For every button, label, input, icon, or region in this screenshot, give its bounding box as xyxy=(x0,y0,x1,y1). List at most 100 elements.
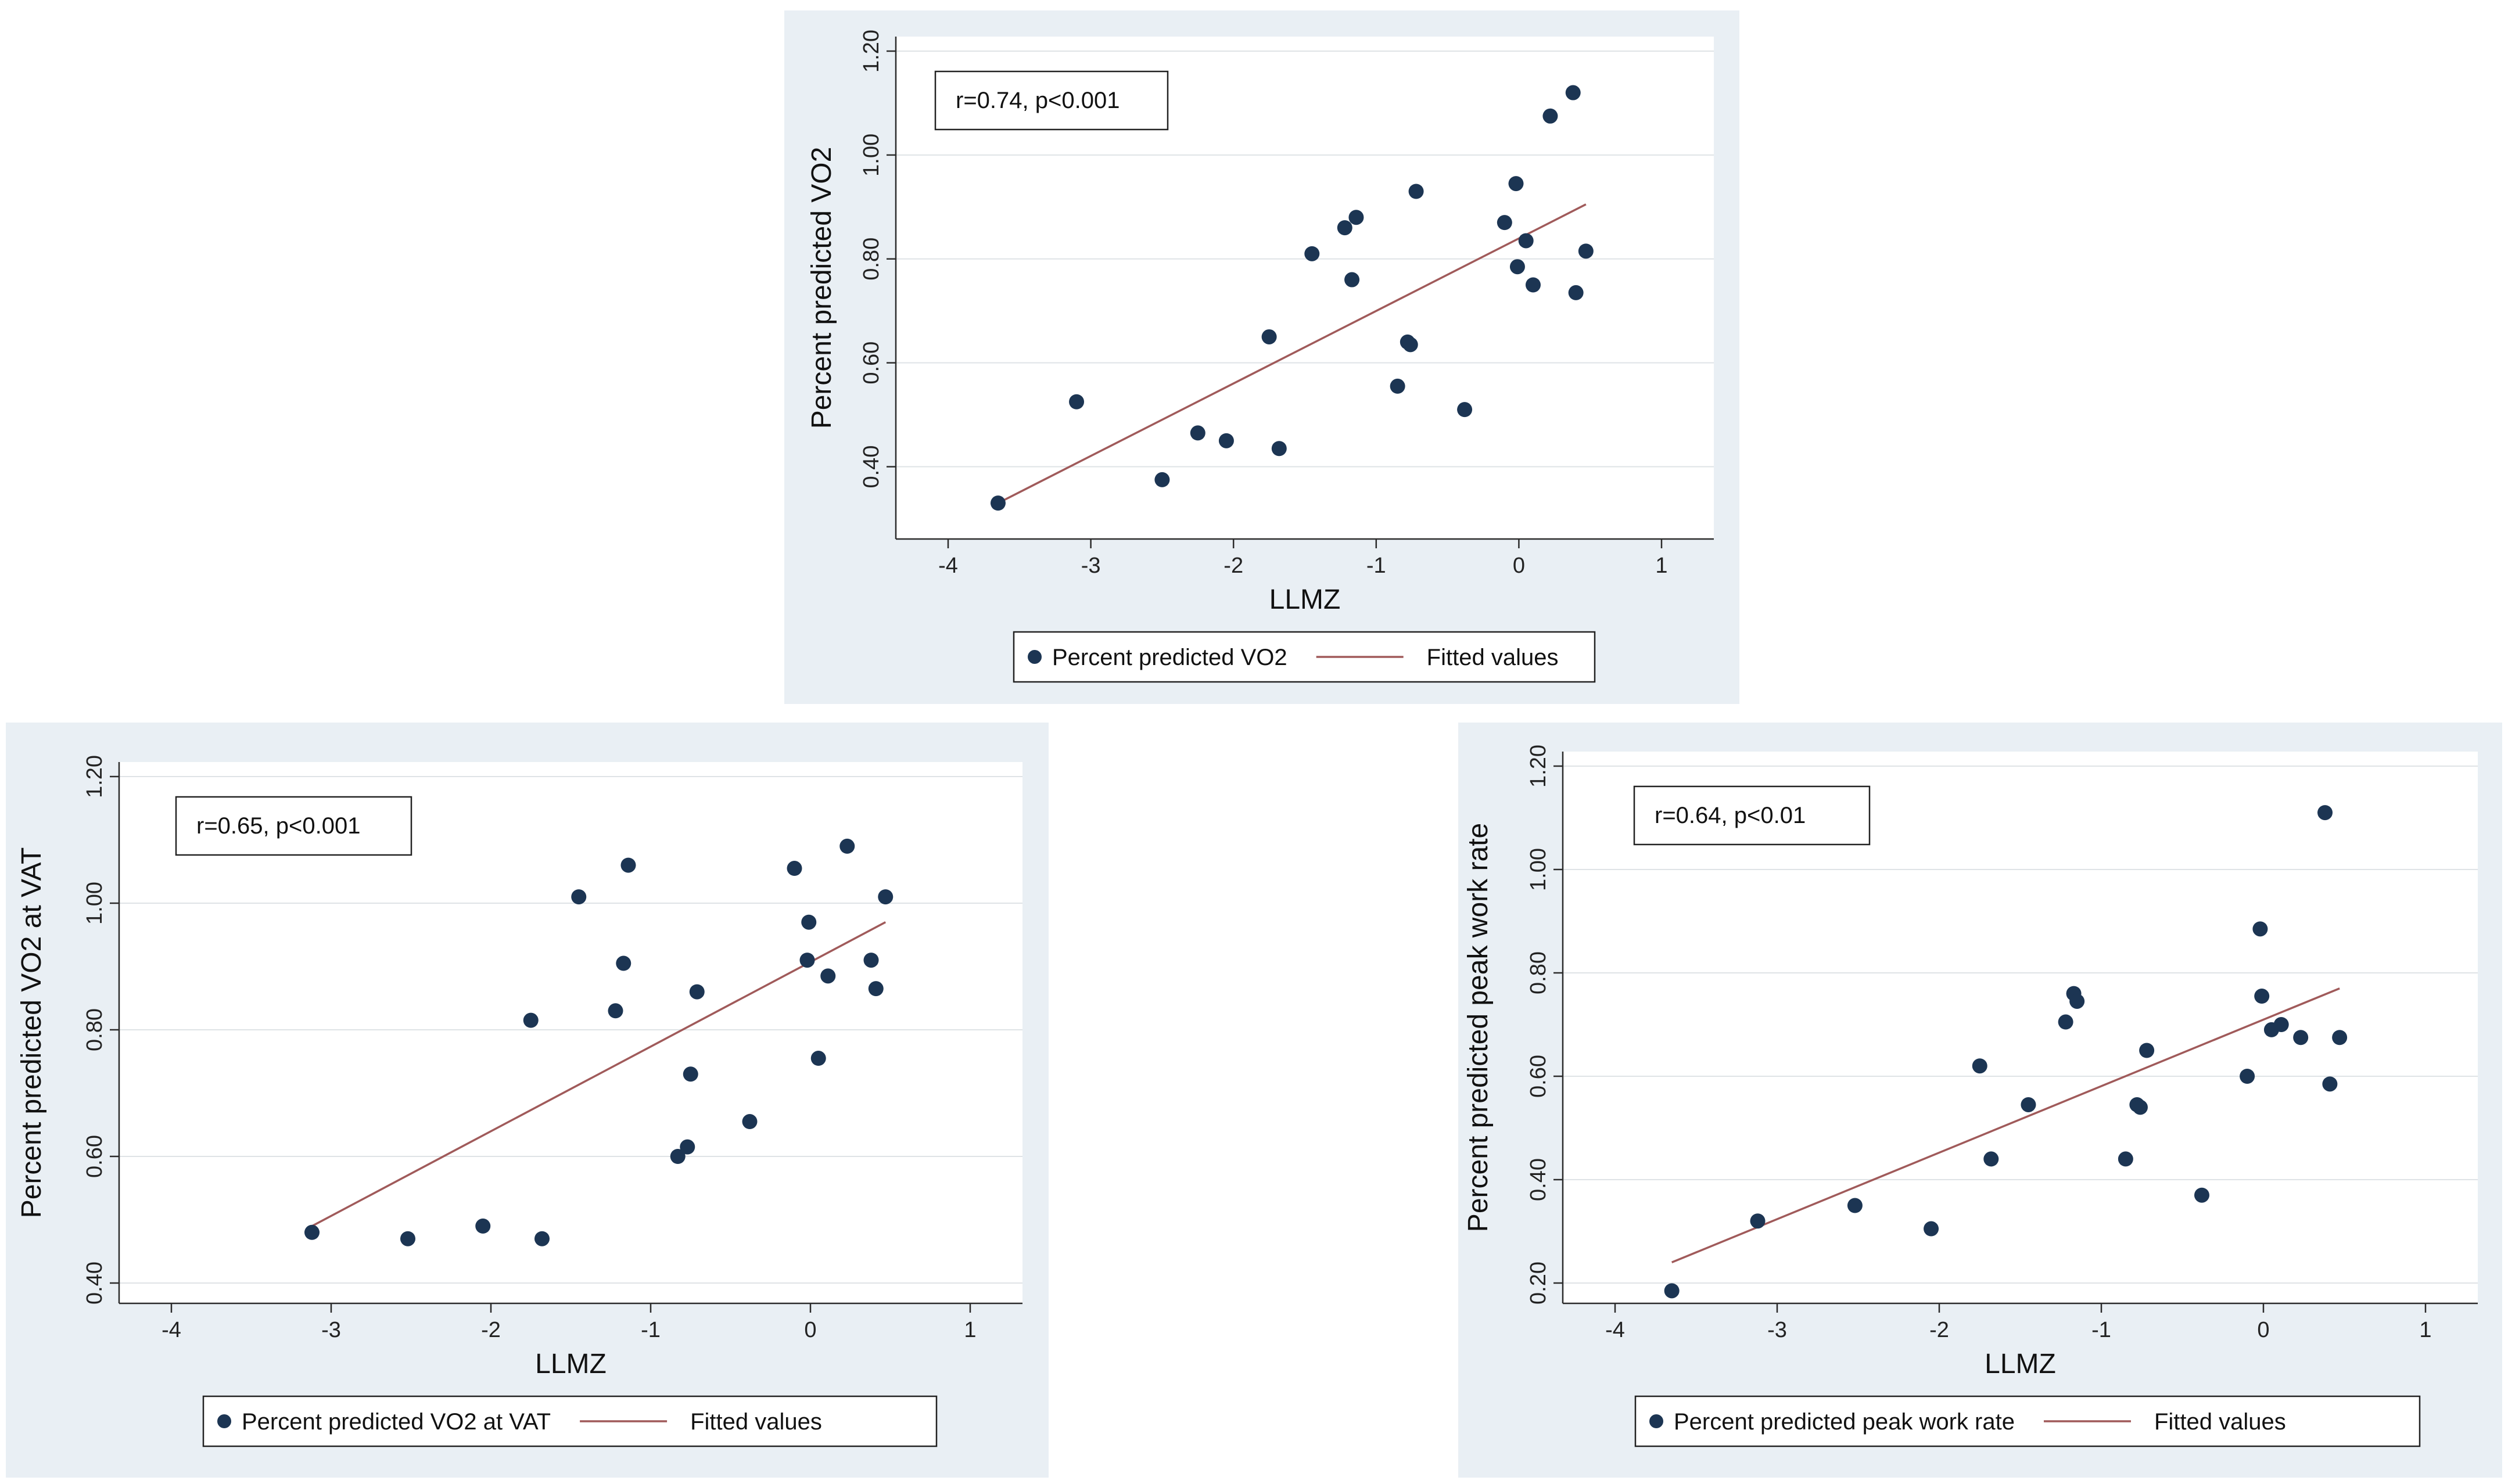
legend-label-points: Percent predicted peak work rate xyxy=(1674,1409,2015,1435)
data-point xyxy=(620,857,636,873)
data-point xyxy=(839,838,855,854)
y-tick-label: 1.00 xyxy=(1526,848,1551,891)
x-axis-title: LLMZ xyxy=(535,1349,607,1379)
data-point xyxy=(1348,210,1364,225)
x-tick-label: -1 xyxy=(1366,554,1386,578)
data-point xyxy=(1271,441,1287,457)
data-point xyxy=(1390,378,1405,394)
correlation-annotation: r=0.64, p<0.01 xyxy=(1655,803,1806,828)
y-tick-label: 1.20 xyxy=(1526,745,1551,788)
chart-panel-work: -4 -3 -2 -1 0 1 0.20 0.40 0.60 0.80 1.00 1.20 LLMZ Pe… xyxy=(1458,723,2502,1478)
correlation-annotation-box xyxy=(934,70,1169,131)
x-tick-label: -2 xyxy=(1929,1318,1949,1342)
y-tick-label: 1.00 xyxy=(82,882,107,925)
data-point xyxy=(2058,1014,2073,1030)
x-axis-title: LLMZ xyxy=(1269,584,1341,615)
data-point xyxy=(2273,1017,2289,1032)
data-point xyxy=(801,914,817,930)
data-point xyxy=(2254,989,2270,1004)
x-tick-label: 1 xyxy=(2419,1318,2431,1342)
legend-label-fitted: Fitted values xyxy=(690,1409,822,1435)
y-tick-label: 1.00 xyxy=(859,134,884,177)
y-tick-label: 0.80 xyxy=(859,238,884,281)
data-point xyxy=(1924,1221,1939,1237)
data-point xyxy=(2118,1151,2133,1167)
data-point xyxy=(2194,1187,2209,1203)
data-point xyxy=(1457,402,1473,418)
data-point xyxy=(1565,85,1581,100)
data-point xyxy=(1344,272,1360,288)
data-point xyxy=(1972,1058,1987,1074)
x-tick-label: -3 xyxy=(1081,554,1101,578)
x-tick-label: -2 xyxy=(481,1318,501,1342)
data-point xyxy=(670,1149,686,1164)
x-tick-label: -1 xyxy=(2091,1318,2111,1342)
data-point xyxy=(2317,805,2333,821)
data-point xyxy=(787,861,802,876)
y-tick-label: 0.60 xyxy=(82,1135,107,1178)
correlation-annotation: r=0.74, p<0.001 xyxy=(956,88,1120,113)
data-point xyxy=(1847,1198,1863,1213)
scatter-plot-vat: -4 -3 -2 -1 0 1 0.40 0.60 0.80 1.00 1.20 LLMZ Percen… xyxy=(16,755,1022,1447)
data-point xyxy=(1983,1151,1999,1167)
x-tick-label: 0 xyxy=(1513,554,1525,578)
data-point xyxy=(608,1003,623,1019)
y-tick-label: 0.60 xyxy=(1526,1055,1551,1098)
data-point xyxy=(742,1114,758,1130)
data-point xyxy=(1568,285,1584,300)
data-point xyxy=(689,984,705,1000)
data-point xyxy=(1218,433,1234,448)
scatter-plot-vo2: -4 -3 -2 -1 0 1 0.40 0.60 0.80 1.00 1.20 LLMZ Percen… xyxy=(806,30,1714,683)
data-point xyxy=(304,1224,320,1240)
y-tick-label: 0.60 xyxy=(859,342,884,385)
data-point xyxy=(2332,1030,2348,1045)
legend-box xyxy=(1634,1395,2421,1447)
chart-panel-vo2: -4 -3 -2 -1 0 1 0.40 0.60 0.80 1.00 1.20 LLMZ Percen… xyxy=(784,10,1739,704)
data-point xyxy=(868,981,884,997)
x-tick-label: 0 xyxy=(804,1318,816,1342)
data-point xyxy=(1154,472,1170,487)
y-tick-label: 0.80 xyxy=(1526,951,1551,994)
data-point xyxy=(2132,1099,2148,1115)
x-tick-label: -3 xyxy=(321,1318,341,1342)
data-point xyxy=(523,1012,539,1028)
x-tick-label: 1 xyxy=(1655,554,1667,578)
data-point xyxy=(534,1231,550,1246)
x-tick-label: 0 xyxy=(2257,1318,2269,1342)
data-point xyxy=(1508,176,1524,192)
data-point xyxy=(1304,246,1320,261)
x-tick-label: -3 xyxy=(1767,1318,1787,1342)
legend-label-fitted: Fitted values xyxy=(1427,645,1559,670)
data-point xyxy=(616,955,632,971)
legend-label-fitted: Fitted values xyxy=(2154,1409,2286,1435)
fitted-line xyxy=(311,921,887,1227)
y-tick-label: 0.40 xyxy=(859,445,884,488)
x-tick-label: -4 xyxy=(162,1318,181,1342)
data-point xyxy=(400,1231,415,1246)
y-tick-label: 0.40 xyxy=(82,1262,107,1305)
data-point xyxy=(1497,215,1512,231)
data-point xyxy=(1509,259,1525,275)
data-point xyxy=(680,1139,695,1155)
y-axis-title: Percent predicted VO2 xyxy=(806,147,837,429)
data-point xyxy=(1750,1213,1766,1229)
data-point xyxy=(1069,394,1085,409)
data-point xyxy=(2293,1030,2309,1045)
x-tick-label: -4 xyxy=(1605,1318,1625,1342)
data-point xyxy=(571,889,587,905)
x-tick-label: -2 xyxy=(1223,554,1243,578)
data-point xyxy=(820,968,836,984)
data-point xyxy=(1190,425,1205,441)
chart-panel-vat: -4 -3 -2 -1 0 1 0.40 0.60 0.80 1.00 1.20 LLMZ Percen… xyxy=(6,723,1049,1478)
y-tick-label: 0.80 xyxy=(82,1008,107,1051)
y-axis-title: Percent predicted peak work rate xyxy=(1463,823,1494,1232)
legend-box xyxy=(202,1395,938,1447)
y-axis-title: Percent predicted VO2 at VAT xyxy=(16,847,47,1219)
data-point xyxy=(810,1051,826,1066)
data-point xyxy=(799,953,815,968)
data-point xyxy=(2069,993,2085,1009)
data-point xyxy=(863,953,879,968)
data-point xyxy=(1525,277,1541,293)
data-point xyxy=(1578,243,1594,259)
legend-marker-icon xyxy=(217,1414,231,1428)
